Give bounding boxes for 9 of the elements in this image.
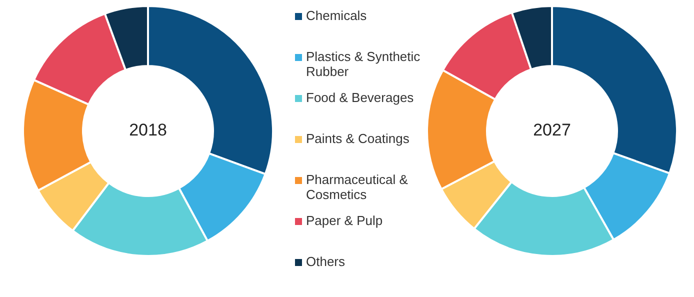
legend-label: Paper & Pulp [306,213,383,228]
slice-label: 2018 [129,120,167,140]
slice-label: 2027 [533,120,571,140]
legend-label: Food & Beverages [306,90,414,105]
legend-label: Plastics & Synthetic Rubber [306,49,422,79]
legend-label: Pharmaceutical & Cosmetics [306,172,409,202]
legend-label: Others [306,254,346,269]
legend-label: Chemicals [306,8,367,23]
legend-label: Paints & Coatings [306,131,410,146]
